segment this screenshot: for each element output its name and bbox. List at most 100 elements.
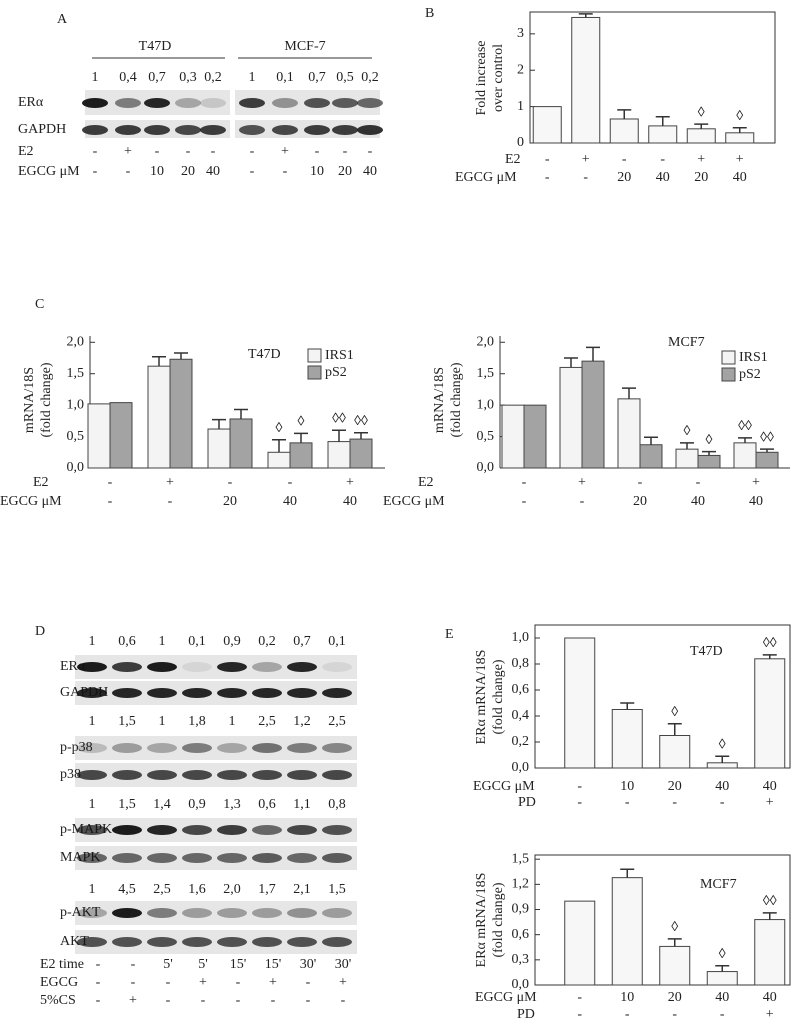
treatment-value: - [155,144,160,159]
blot-band [147,937,177,947]
treatment-label: EGCG μM [18,164,80,179]
treatment-value: - [96,993,101,1008]
blot-band [272,125,298,135]
band-ratio: 1 [92,70,99,85]
blot-band [112,825,142,835]
treatment-value: 40 [343,494,357,509]
error-bar [620,868,635,878]
treatment-value: 20 [617,170,631,185]
band-ratio: 4,5 [118,882,136,897]
error-bar [762,654,777,659]
treatment-value: 40 [763,779,777,794]
bar [327,441,351,469]
bar [686,128,716,144]
bar [207,428,231,469]
significance-marker: ◊◊ [738,419,752,434]
blot-band [200,125,226,135]
significance-marker: ◊◊ [354,414,368,429]
band-ratio: 1 [159,714,166,729]
treatment-value: - [625,795,630,810]
y-tick-label: 0,4 [512,708,530,723]
bar [267,451,291,469]
treatment-value: - [306,975,311,990]
significance-marker: ◊◊ [332,412,346,427]
y-tick-label: 0,0 [477,460,495,475]
treatment-value: + [199,975,207,990]
y-axis-label: (fold change) [39,362,54,437]
treatment-value: - [638,475,643,490]
blot-band [112,937,142,947]
error-bar [272,438,286,453]
blot-band [77,688,107,698]
treatment-value: - [368,144,373,159]
blot-band [147,908,177,918]
error-bar [738,437,752,443]
blot-band [112,770,142,780]
blot-band [175,98,201,108]
y-tick-label: 1,2 [512,877,530,892]
blot-band [147,825,177,835]
chart-title: MCF7 [668,335,705,350]
treatment-label: EGCG μM [455,170,517,185]
band-ratio: 0,5 [336,70,354,85]
y-tick-label: 1,0 [512,630,530,645]
treatment-label: E2 [18,144,34,159]
blot-band [287,662,317,672]
blot-band [77,662,107,672]
blot-band [287,908,317,918]
treatment-value: 10 [620,779,634,794]
y-axis-label: mRNA/18S [22,367,37,433]
legend-swatch [307,365,322,380]
significance-marker: ◊ [684,424,691,439]
treatment-value: + [582,152,590,167]
cell-line-label: T47D [139,39,172,54]
significance-marker: ◊ [276,421,283,436]
legend-swatch [721,367,736,382]
band-ratio: 0,1 [328,634,346,649]
treatment-value: - [577,1007,582,1022]
y-axis-label: ERα mRNA/18S [474,873,489,968]
treatment-value: + [339,975,347,990]
blot-band [217,853,247,863]
bar [609,118,639,144]
blot-band [182,662,212,672]
treatment-value: 15' [230,957,247,972]
treatment-value: + [166,475,174,490]
bar [611,877,643,986]
blot-band [322,688,352,698]
treatment-value: 40 [733,170,747,185]
treatment-value: 40 [691,494,705,509]
blot-band [217,688,247,698]
band-ratio: 1 [89,797,96,812]
treatment-value: 40 [715,990,729,1005]
bar [523,404,547,469]
blot-band [147,853,177,863]
treatment-value: 40 [283,494,297,509]
y-tick-label: 3 [517,26,524,41]
blot-band [322,825,352,835]
treatment-value: 20 [338,164,352,179]
blot-band [77,770,107,780]
band-ratio: 2,5 [153,882,171,897]
legend-swatch [307,348,322,363]
band-ratio: 2,5 [328,714,346,729]
treatment-value: - [343,144,348,159]
blot-band [252,908,282,918]
significance-marker: ◊ [719,738,726,753]
bar [501,404,525,469]
treatment-value: - [315,144,320,159]
blot-band [304,98,330,108]
treatment-value: - [236,993,241,1008]
blot-band [147,743,177,753]
band-ratio: 0,2 [204,70,222,85]
blot-band [287,743,317,753]
band-ratio: 2,1 [293,882,311,897]
blot-band [182,743,212,753]
y-axis-label: over control [491,44,506,112]
treatment-value: - [622,152,627,167]
chart-title: MCF7 [700,877,737,892]
treatment-value: - [577,779,582,794]
treatment-label: EGCG μM [473,779,535,794]
bar [289,442,313,469]
